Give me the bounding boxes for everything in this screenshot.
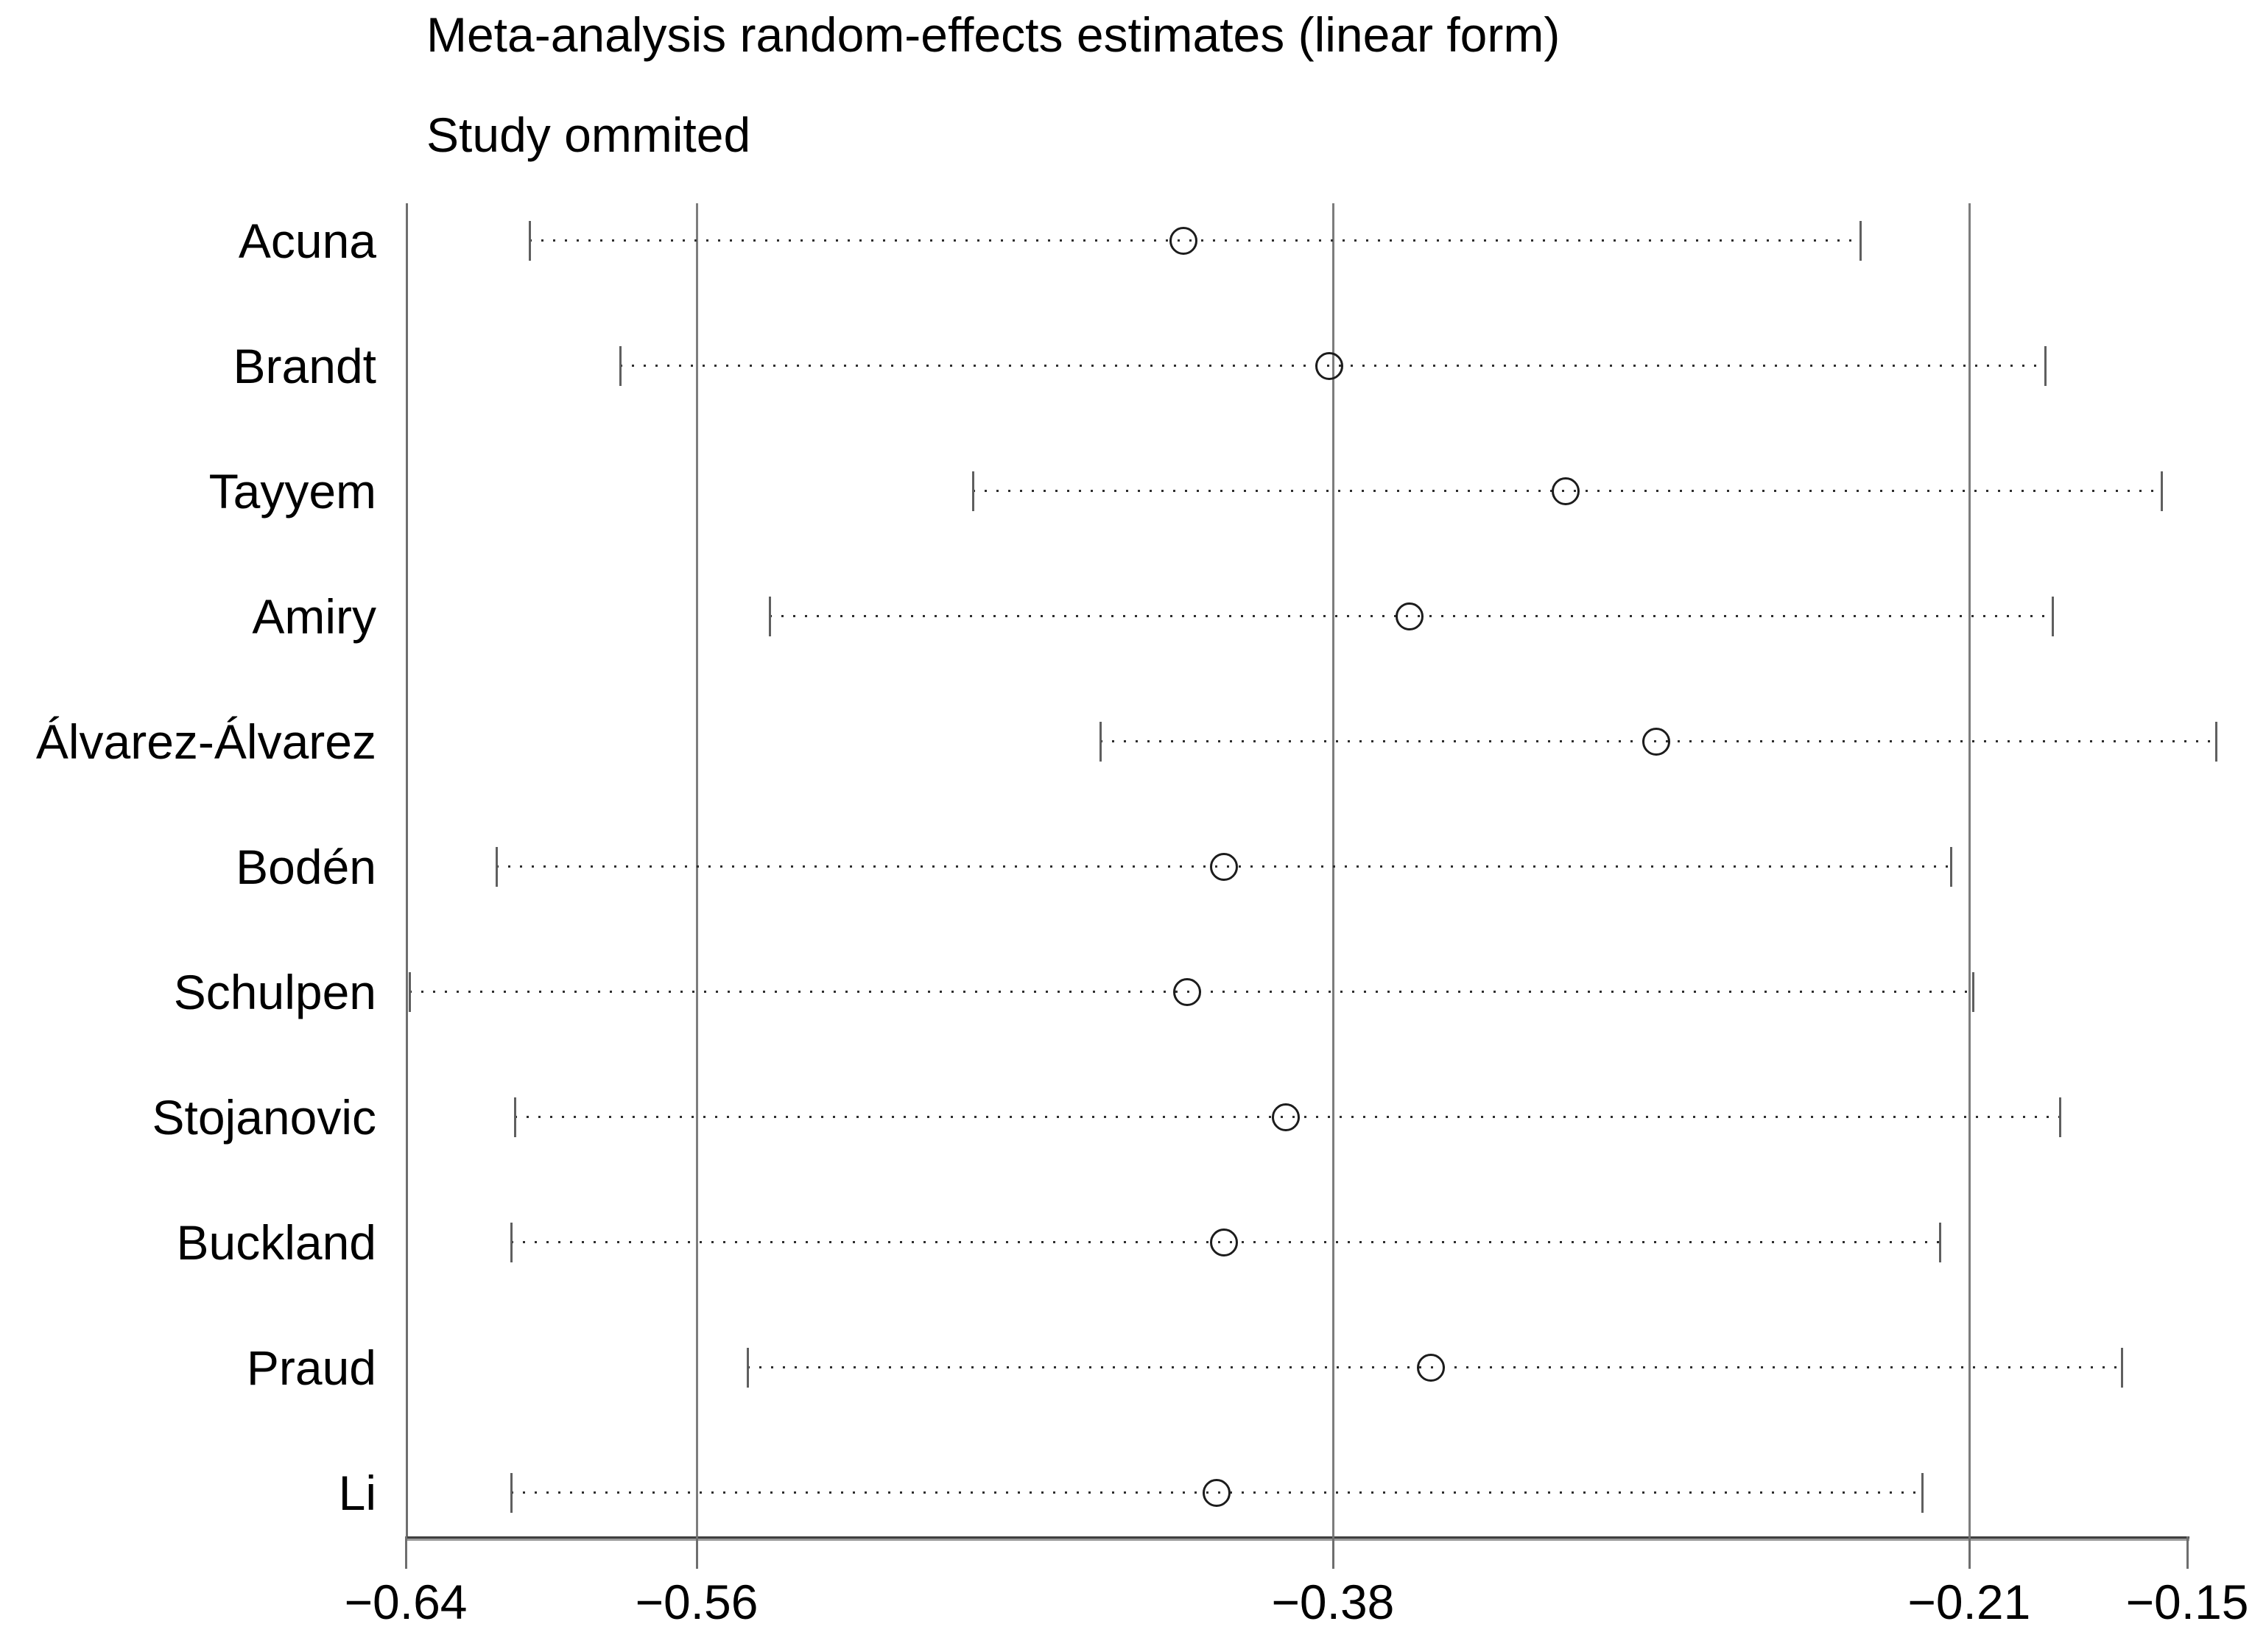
estimate-marker (1202, 1479, 1231, 1507)
estimate-marker (1169, 227, 1198, 255)
study-label: Bodén (236, 840, 376, 894)
ci-lower-tick (496, 847, 499, 887)
ci-upper-tick (2052, 597, 2055, 636)
overall-reference-line (695, 203, 698, 1536)
x-axis-tick-label: −0.15 (2125, 1575, 2249, 1629)
study-label: Acuna (238, 214, 376, 268)
estimate-marker (1209, 853, 1238, 881)
study-label: Álvarez-Álvarez (35, 714, 376, 769)
study-label: Schulpen (173, 965, 376, 1019)
ci-lower-tick (408, 972, 411, 1012)
x-axis-line (406, 1536, 2189, 1541)
study-label: Li (338, 1466, 376, 1520)
chart-title: Meta-analysis random-effects estimates (… (426, 7, 1560, 62)
ci-lower-tick (972, 471, 975, 511)
estimate-marker (1315, 352, 1343, 380)
x-axis-tick (405, 1536, 407, 1569)
study-label: Brandt (233, 339, 376, 393)
ci-lower-tick (768, 597, 771, 636)
ci-upper-tick (1921, 1473, 1924, 1513)
ci-lower-tick (747, 1348, 750, 1388)
x-axis-tick (1331, 1536, 1334, 1569)
ci-lower-tick (514, 1097, 517, 1137)
estimate-marker (1395, 602, 1424, 630)
ci-lower-tick (619, 346, 622, 386)
x-axis-tick-label: −0.56 (635, 1575, 759, 1629)
x-axis-tick-label: −0.21 (1907, 1575, 2031, 1629)
x-axis-tick (695, 1536, 698, 1569)
x-axis-tick (1968, 1536, 1971, 1569)
study-label: Stojanovic (152, 1090, 376, 1145)
overall-reference-line (1968, 203, 1971, 1536)
ci-upper-tick (2059, 1097, 2062, 1137)
study-label: Tayyem (208, 464, 376, 519)
estimate-marker (1642, 728, 1671, 756)
estimate-marker (1209, 1229, 1238, 1256)
ci-upper-tick (1859, 221, 1862, 261)
ci-lower-tick (528, 221, 531, 261)
ci-upper-tick (1971, 972, 1974, 1012)
ci-lower-tick (1099, 722, 1102, 762)
overall-reference-line (1331, 203, 1334, 1536)
estimate-marker (1173, 978, 1202, 1006)
ci-upper-tick (2044, 346, 2047, 386)
estimate-marker (1271, 1103, 1300, 1131)
x-axis-tick-label: −0.64 (344, 1575, 468, 1629)
estimate-marker (1551, 477, 1580, 505)
estimate-marker (1417, 1354, 1446, 1382)
study-label: Praud (246, 1340, 376, 1395)
ci-upper-tick (2161, 471, 2164, 511)
chart-subtitle: Study ommited (426, 108, 751, 162)
plot-area (406, 203, 2189, 1536)
x-axis-tick (2186, 1536, 2189, 1569)
ci-upper-tick (2215, 722, 2218, 762)
ci-lower-tick (510, 1223, 513, 1262)
study-label: Buckland (176, 1215, 376, 1270)
ci-upper-tick (1950, 847, 1953, 887)
x-axis-tick-label: −0.38 (1271, 1575, 1395, 1629)
study-label: Amiry (252, 589, 376, 644)
ci-lower-tick (510, 1473, 513, 1513)
ci-upper-tick (2121, 1348, 2124, 1388)
ci-upper-tick (1939, 1223, 1942, 1262)
